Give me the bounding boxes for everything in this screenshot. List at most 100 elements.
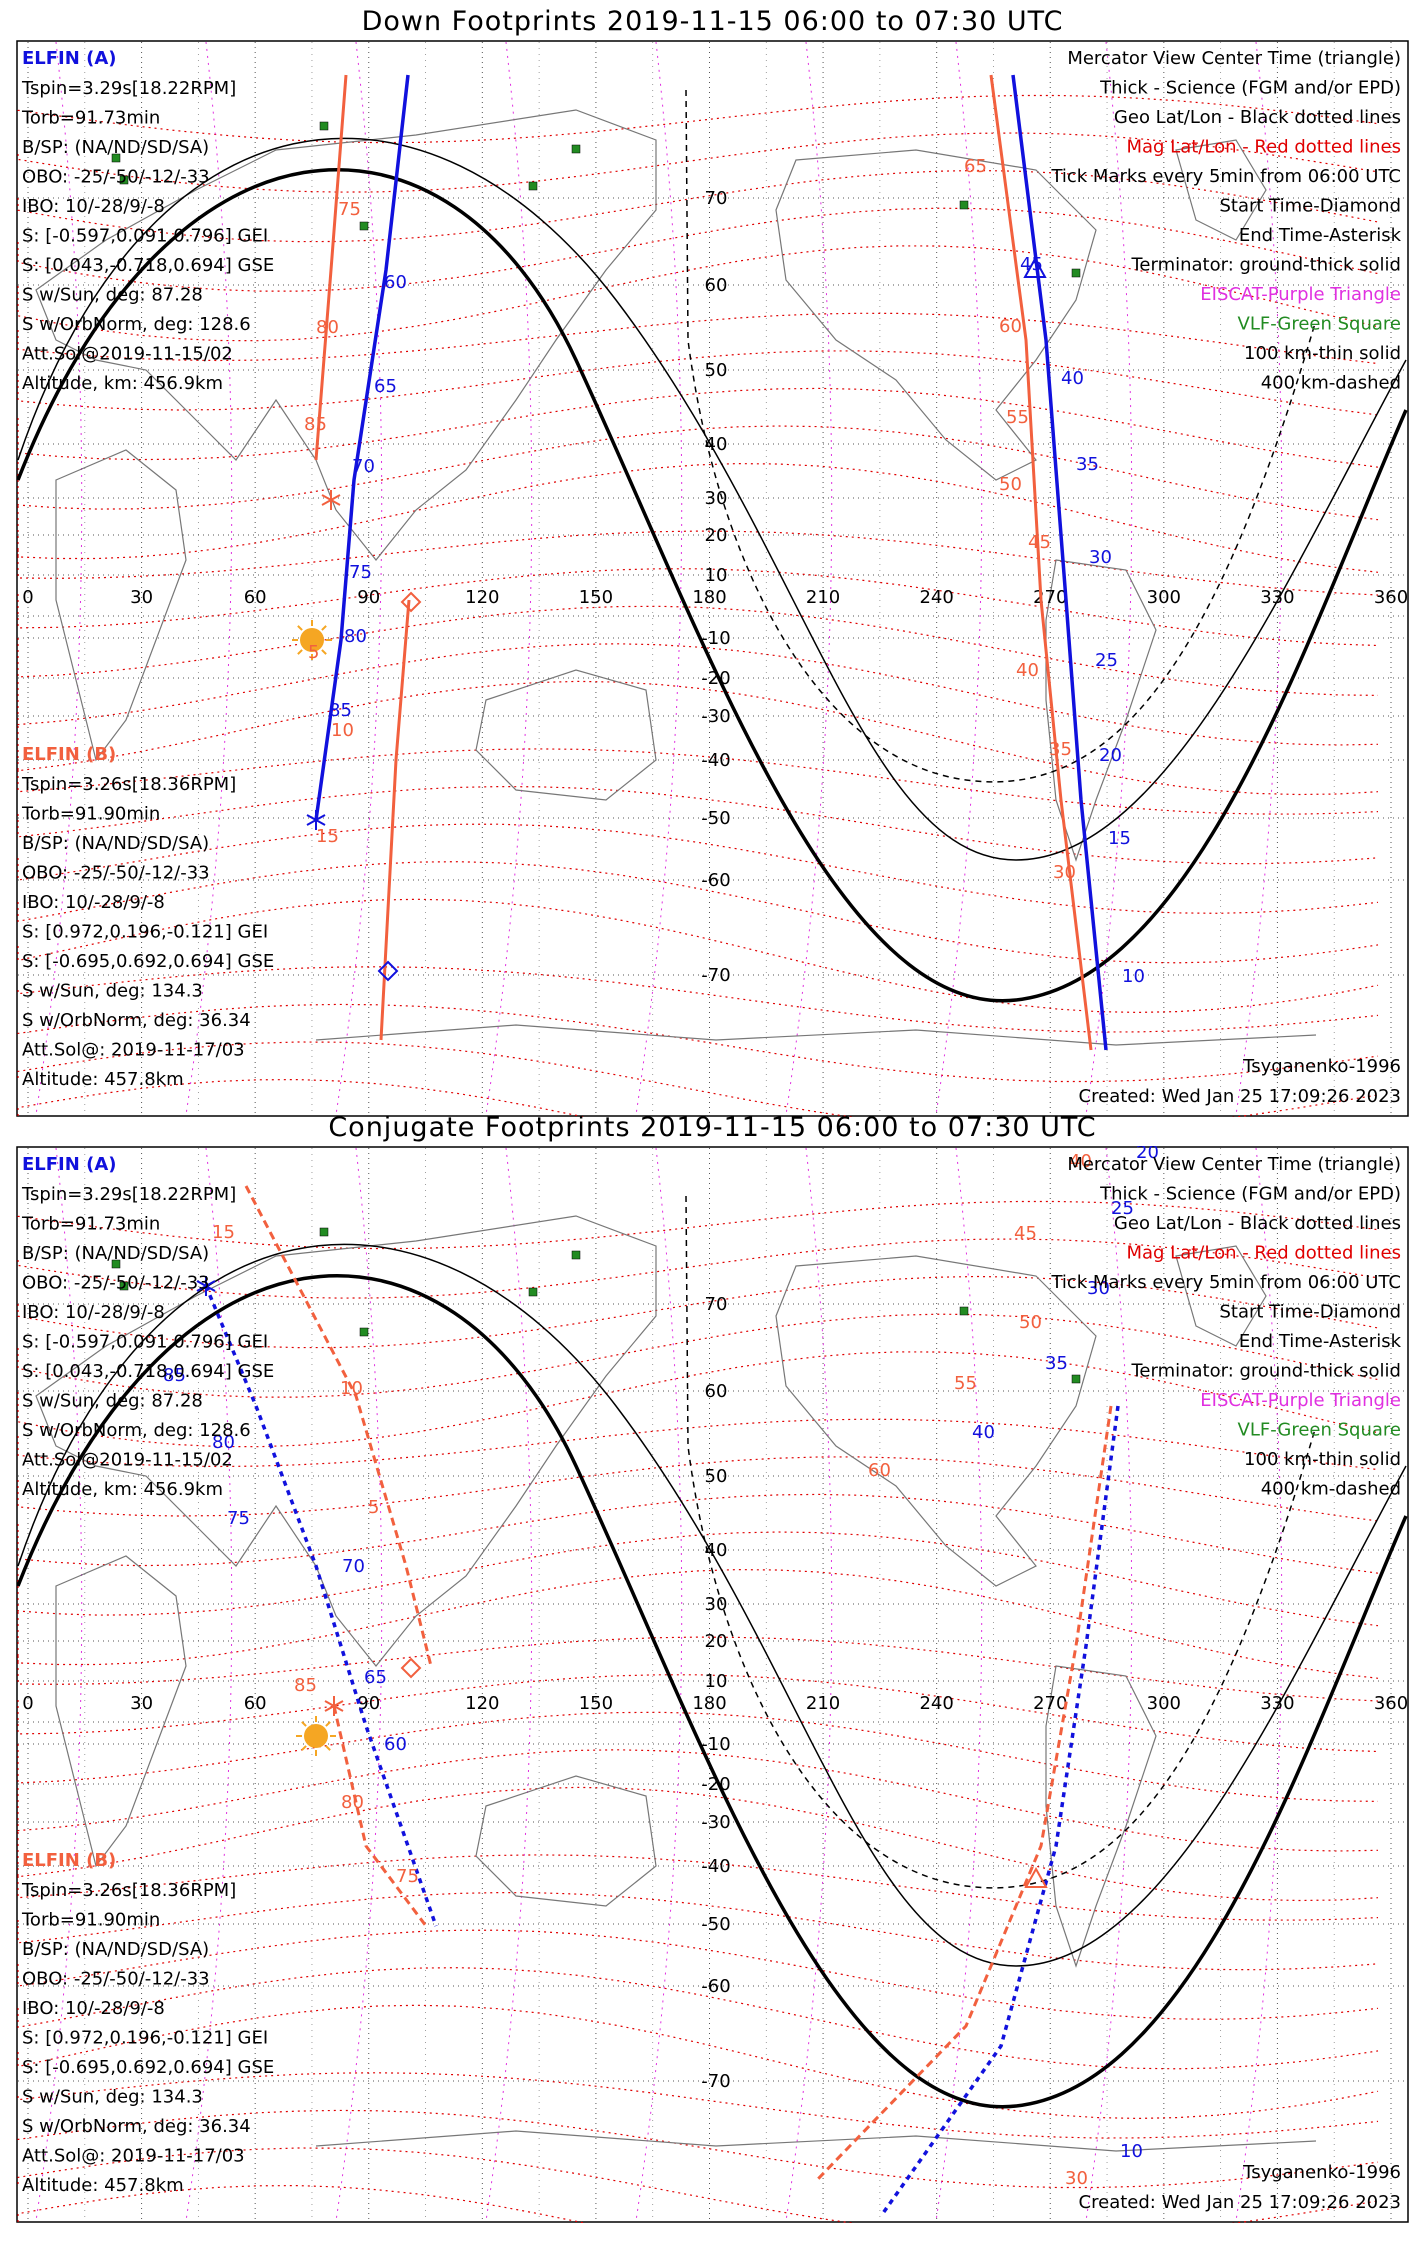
- legend-line: Tick Marks every 5min from 06:00 UTC: [1050, 1272, 1401, 1293]
- sc-b-info-line: S: [-0.695,0.692,0.694] GSE: [22, 2057, 274, 2078]
- lat-tick-label: 40: [705, 1540, 728, 1561]
- sc-b-label: ELFIN (B): [22, 1850, 116, 1871]
- sc-a-info-line: S w/OrbNorm, deg: 128.6: [22, 1420, 251, 1441]
- sc-a-tick-label: 10: [1122, 966, 1145, 987]
- continent-outline: [1175, 139, 1267, 241]
- vlf-stations: [111, 1227, 1081, 1384]
- lon-tick-label: 300: [1147, 587, 1181, 608]
- sc-a-info-line: Altitude, km: 456.9km: [22, 373, 223, 394]
- mag-meridian: [35, 1147, 83, 2222]
- mag-parallel: [17, 1786, 1379, 1902]
- spacecraft-tracks: [204, 1185, 1120, 2218]
- lon-tick-label: 90: [357, 587, 380, 608]
- sc-b-tick-label: 75: [338, 199, 361, 220]
- model-label: Tsyganenko-1996: [1242, 2162, 1401, 2183]
- sc-a-tick-label: 80: [344, 626, 367, 647]
- continent-outline: [1045, 1665, 1157, 1968]
- mag-parallel: [17, 169, 1379, 243]
- legend-line: Tick Marks every 5min from 06:00 UTC: [1050, 166, 1401, 187]
- mag-meridian: [785, 41, 833, 1116]
- legend-line: End Time-Asterisk: [1239, 225, 1402, 246]
- mag-parallel: [17, 1275, 1379, 1349]
- start-diamond: [377, 960, 399, 982]
- lat-tick-label: 50: [705, 360, 728, 381]
- sc-a-info-line: Torb=91.73min: [21, 108, 160, 129]
- sc-b-tick-label: 55: [1006, 407, 1029, 428]
- legend-line: EISCAT-Purple Triangle: [1200, 284, 1401, 305]
- sc-b-tick-label: 35: [1049, 739, 1072, 760]
- sc-a-info-line: S: [0.043,-0.718,0.694] GSE: [22, 1361, 274, 1382]
- continent-outline: [55, 449, 187, 762]
- mag-parallel: [17, 785, 1379, 865]
- spacecraft-tracks: [314, 74, 1108, 1051]
- legend-line: Start Time-Diamond: [1219, 196, 1401, 217]
- legend-line: Thick - Science (FGM and/or EPD): [1099, 78, 1401, 99]
- vlf-green-square: [359, 221, 369, 231]
- sc-b-info-line: OBO: -25/-50/-12/-33: [22, 863, 210, 884]
- sc-b-track-east: [989, 74, 1093, 1051]
- lat-tick-label: 10: [705, 1671, 728, 1692]
- sc-a-info-line: IBO: 10/-28/9/-8: [22, 196, 165, 217]
- sc-b-tick-label: 10: [331, 720, 354, 741]
- lon-tick-label: 360: [1374, 587, 1408, 608]
- continent-outline: [1175, 1245, 1267, 1347]
- mag-parallel: [17, 966, 1379, 1033]
- sc-b-info-line: Tspin=3.26s[18.36RPM]: [21, 1880, 236, 1901]
- mag-parallel: [17, 1891, 1379, 1971]
- mag-meridian: [635, 1147, 683, 2222]
- mag-meridian: [935, 41, 983, 1116]
- mag-meridian: [1235, 1147, 1283, 2222]
- lat-tick-label: -30: [701, 706, 730, 727]
- mag-parallel: [17, 1351, 1379, 1448]
- down-footprint-map: 0 30 60 90 120 150 180 210 240 270 300 330 360 70 60 50…: [16, 40, 1409, 1117]
- lat-tick-label: 70: [705, 188, 728, 209]
- vlf-green-square: [959, 1306, 969, 1316]
- continent-outline: [475, 1775, 657, 1907]
- sun-disc: [304, 1724, 328, 1748]
- vlf-green-square: [119, 1281, 129, 1291]
- lon-tick-label: 120: [465, 587, 499, 608]
- lon-tick-label: 150: [579, 587, 613, 608]
- lat-tick-label: 30: [705, 1594, 728, 1615]
- start-diamond: [400, 1657, 422, 1679]
- mag-parallel: [17, 1531, 1379, 1627]
- vlf-green-square: [571, 1250, 581, 1260]
- lat-tick-label: -70: [701, 965, 730, 986]
- sc-b-tick-label: 40: [1069, 1151, 1092, 1172]
- lon-tick-label: 270: [1033, 587, 1067, 608]
- sc-b-tick-label: 65: [964, 156, 987, 177]
- sun-ray: [325, 1745, 331, 1751]
- sc-b-tick-label: 50: [999, 474, 1022, 495]
- sun-ray: [325, 1721, 331, 1727]
- terminator-100km: [17, 1243, 1407, 1967]
- asterisk-stroke: [321, 494, 341, 506]
- asterisk-stroke: [196, 1280, 216, 1292]
- legend-line: Thick - Science (FGM and/or EPD): [1099, 1184, 1401, 1205]
- sc-a-tick-label: 20: [1136, 1146, 1159, 1163]
- sc-a-tick-label: 15: [1108, 828, 1131, 849]
- lat-tick-label: 60: [705, 1381, 728, 1402]
- mag-parallel: [17, 425, 1379, 521]
- lat-tick-label: -40: [701, 750, 730, 771]
- mag-meridian: [185, 1147, 233, 2222]
- sc-b-info-line: S w/Sun, deg: 134.3: [22, 981, 203, 1002]
- created-label: Created: Wed Jan 25 17:09:26 2023: [1079, 2192, 1401, 2213]
- legend-line: EISCAT-Purple Triangle: [1200, 1390, 1401, 1411]
- mag-meridian: [185, 41, 233, 1116]
- sc-a-tick-label: 80: [212, 1432, 235, 1453]
- mag-meridian: [35, 41, 83, 1116]
- lon-tick-label: 90: [357, 1693, 380, 1714]
- legend-line: Geo Lat/Lon - Black dotted lines: [1114, 1213, 1401, 1234]
- vlf-green-square: [1071, 1374, 1081, 1384]
- lon-tick-label: 180: [692, 587, 726, 608]
- sc-b-track-west: [244, 1185, 433, 1667]
- sc-a-info-line: B/SP: (NA/ND/SD/SA): [22, 1243, 209, 1264]
- lon-tick-label: 360: [1374, 1693, 1408, 1714]
- lat-tick-label: 10: [705, 565, 728, 586]
- continent-outline: [475, 669, 657, 801]
- sc-a-label: ELFIN (A): [22, 1154, 116, 1175]
- mag-parallel: [17, 245, 1379, 342]
- legend-line: Mercator View Center Time (triangle): [1067, 1154, 1401, 1175]
- sc-b-info-line: S: [0.972,0.196,-0.121] GEI: [22, 922, 268, 943]
- down-panel-title: Down Footprints 2019-11-15 06:00 to 07:3…: [361, 6, 1064, 37]
